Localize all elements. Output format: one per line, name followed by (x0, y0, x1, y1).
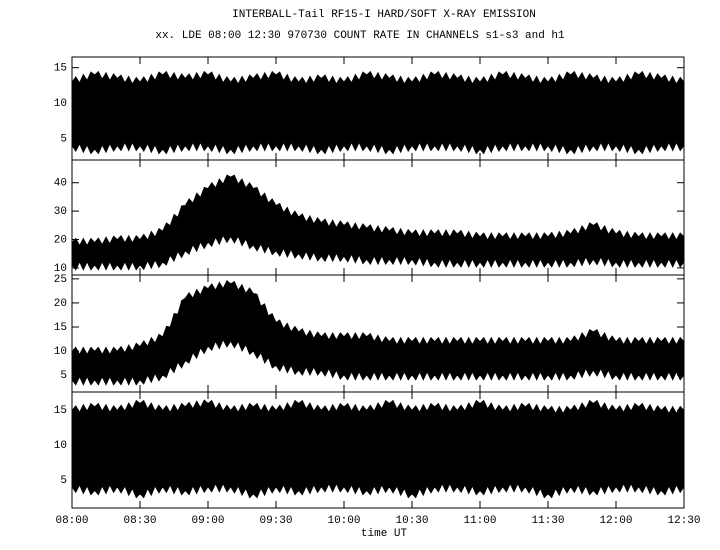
x-tick-label: 12:30 (667, 515, 700, 527)
y-tick-label: 25 (54, 274, 67, 286)
x-tick-label: 10:30 (395, 515, 428, 527)
chart-title: INTERBALL-Tail RF15-I HARD/SOFT X-RAY EM… (232, 9, 536, 21)
y-tick-label: 15 (54, 322, 67, 334)
panel-frame (71, 391, 685, 509)
data-band (71, 174, 685, 271)
y-tick-label: 10 (54, 98, 67, 110)
x-tick-label: 11:30 (531, 515, 564, 527)
data-band (71, 280, 685, 386)
x-axis-label: time UT (361, 528, 408, 540)
x-tick-label: 10:00 (327, 515, 360, 527)
data-band (71, 70, 685, 155)
y-tick-label: 15 (54, 405, 67, 417)
x-tick-label: 12:00 (599, 515, 632, 527)
y-tick-label: 40 (54, 178, 67, 190)
x-tick-label: 08:00 (55, 515, 88, 527)
data-band (71, 399, 685, 499)
y-tick-label: 15 (54, 63, 67, 75)
y-tick-label: 5 (60, 134, 67, 146)
y-tick-label: 10 (54, 440, 67, 452)
y-tick-label: 10 (54, 263, 67, 275)
y-tick-label: 30 (54, 206, 67, 218)
x-tick-label: 09:00 (191, 515, 224, 527)
x-tick-label: 09:30 (259, 515, 292, 527)
y-tick-label: 5 (60, 370, 67, 382)
x-tick-label: 08:30 (123, 515, 156, 527)
y-tick-label: 20 (54, 234, 67, 246)
chart-subtitle: xx. LDE 08:00 12:30 970730 COUNT RATE IN… (155, 30, 565, 42)
y-tick-label: 20 (54, 298, 67, 310)
x-tick-label: 11:00 (463, 515, 496, 527)
y-tick-label: 5 (60, 475, 67, 487)
y-tick-label: 10 (54, 346, 67, 358)
